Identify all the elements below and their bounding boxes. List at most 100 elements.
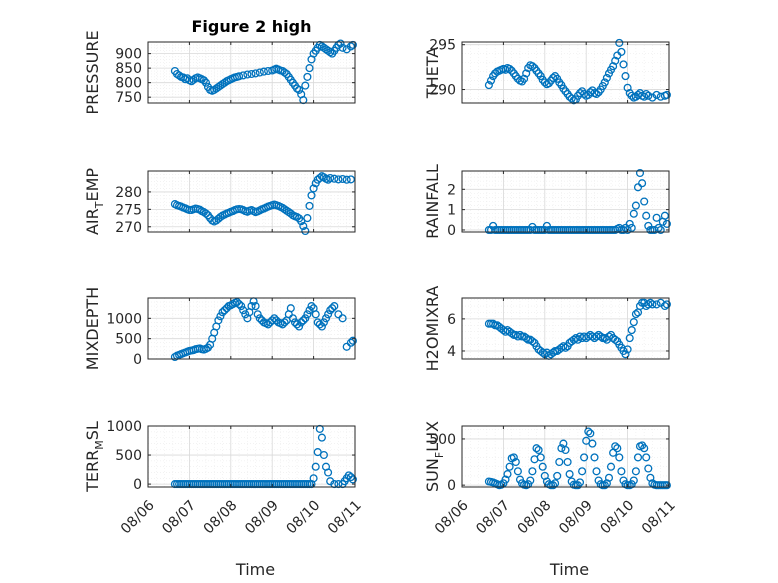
- axes-box: [461, 170, 670, 233]
- data-point: [255, 68, 264, 77]
- x-tick-label: 08/11: [325, 497, 365, 537]
- plot-area: [148, 298, 355, 359]
- data-point: [642, 453, 651, 462]
- y-tick-label: 295: [429, 38, 456, 54]
- data-point: [299, 222, 308, 231]
- data-point: [602, 73, 611, 82]
- data-point: [497, 480, 506, 489]
- y-axis-label: SUNFLUX: [423, 421, 446, 492]
- data-point: [625, 219, 634, 228]
- data-point: [538, 462, 547, 471]
- data-point: [528, 467, 537, 476]
- data-point: [295, 322, 304, 331]
- data-point: [617, 47, 626, 56]
- data-point: [606, 462, 616, 471]
- y-tick-label: 4: [447, 344, 456, 360]
- data-point: [642, 211, 651, 220]
- y-tick-label: 1: [447, 203, 456, 219]
- axes-box: [147, 41, 356, 104]
- data-point: [319, 318, 328, 327]
- data-point: [625, 334, 634, 343]
- axes-box: [461, 297, 670, 360]
- data-point: [640, 197, 649, 206]
- data-point: [270, 314, 279, 323]
- data-point: [311, 462, 320, 471]
- data-point: [505, 462, 514, 471]
- data-point: [280, 318, 289, 327]
- data-point: [505, 64, 514, 73]
- y-axis-label: TERRMSL: [83, 421, 106, 493]
- data-point: [501, 475, 510, 484]
- data-point: [232, 298, 242, 307]
- y-tick-label: 500: [115, 448, 142, 464]
- data-point: [549, 348, 558, 357]
- y-tick-label: 0: [447, 223, 456, 239]
- data-point: [220, 78, 229, 87]
- data-point: [317, 322, 326, 331]
- axes-box: [147, 170, 356, 233]
- y-tick-label: 2: [447, 182, 456, 198]
- data-point: [565, 470, 574, 479]
- data-point: [348, 336, 357, 345]
- data-point: [346, 473, 355, 482]
- data-point: [235, 300, 244, 309]
- data-point: [326, 48, 335, 57]
- data-point: [201, 78, 211, 87]
- y-tick-label: 500: [115, 332, 142, 348]
- y-tick-label: 275: [115, 202, 142, 218]
- data-point: [652, 300, 661, 309]
- data-point: [592, 467, 601, 476]
- data-point: [642, 89, 651, 99]
- data-point: [578, 467, 587, 476]
- x-tick-label: 08/06: [118, 497, 158, 537]
- data-point: [264, 320, 273, 329]
- x-tick-label: 08/07: [473, 497, 513, 537]
- data-point: [592, 89, 601, 99]
- x-tick-label: 08/11: [639, 497, 679, 537]
- data-point: [489, 221, 498, 230]
- data-point: [629, 318, 638, 327]
- data-point: [243, 70, 252, 79]
- data-point: [297, 217, 306, 226]
- y-label-rest: SL: [83, 421, 102, 440]
- data-point: [615, 38, 624, 47]
- y-label-rest: EMP: [83, 168, 102, 202]
- data-point: [330, 174, 339, 183]
- y-tick-label: 750: [115, 90, 142, 106]
- data-point: [611, 442, 620, 451]
- data-point: [615, 453, 624, 462]
- data-point: [596, 332, 605, 341]
- data-point: [253, 310, 262, 319]
- data-point: [629, 209, 638, 218]
- data-point: [511, 457, 520, 467]
- data-point: [559, 342, 568, 351]
- data-point: [301, 226, 310, 236]
- data-point: [235, 72, 244, 81]
- data-point: [509, 453, 518, 462]
- data-point: [334, 310, 343, 319]
- y-label-rest: LUX: [423, 421, 442, 452]
- data-point: [346, 175, 355, 184]
- y-tick-label: 1000: [106, 419, 142, 435]
- data-point: [489, 319, 498, 328]
- data-point: [575, 478, 585, 487]
- data-point: [549, 481, 558, 490]
- data-point: [346, 42, 355, 51]
- data-point: [309, 474, 318, 483]
- data-point: [660, 301, 669, 311]
- data-point: [617, 467, 626, 476]
- data-point: [330, 302, 339, 311]
- data-point: [633, 453, 643, 462]
- y-axis-label: THETA: [423, 47, 442, 99]
- data-point: [216, 312, 225, 321]
- axes-box: [461, 41, 670, 104]
- data-point: [627, 223, 636, 232]
- data-point: [631, 467, 640, 476]
- data-point: [195, 205, 204, 214]
- data-point: [536, 453, 545, 462]
- y-label-subscript: F: [433, 452, 446, 458]
- data-point: [580, 453, 589, 462]
- data-point: [644, 300, 653, 309]
- data-point: [609, 62, 618, 71]
